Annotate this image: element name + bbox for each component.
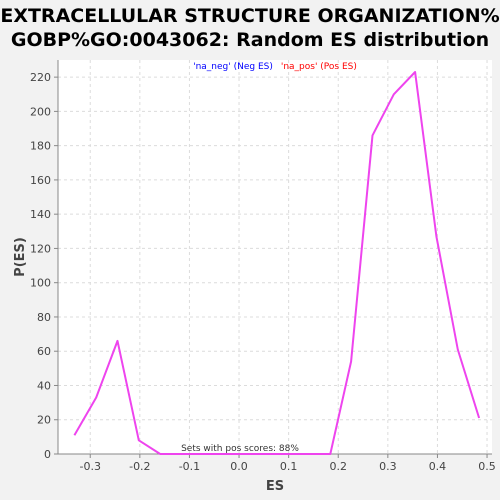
legend: 'na_neg' (Neg ES) 'na_pos' (Pos ES) bbox=[193, 62, 357, 72]
y-tick-label: 140 bbox=[30, 208, 51, 221]
legend-entry-neg: 'na_neg' (Neg ES) bbox=[193, 62, 273, 72]
legend-entry-pos: 'na_pos' (Pos ES) bbox=[281, 62, 357, 72]
x-tick-label: 0.1 bbox=[280, 460, 298, 473]
y-tick-label: 0 bbox=[44, 448, 51, 461]
chart-title-line-2: GOBP%GO:0043062: Random ES distribution bbox=[11, 29, 489, 51]
grid-layer bbox=[58, 60, 492, 455]
series-layer bbox=[73, 71, 481, 455]
x-tick-label: 0.4 bbox=[429, 460, 447, 473]
x-axis-label: ES bbox=[266, 479, 284, 494]
y-tick-label: 160 bbox=[30, 174, 51, 187]
x-tick-label: -0.1 bbox=[179, 460, 200, 473]
pos-scores-annotation: Sets with pos scores: 88% bbox=[181, 444, 299, 454]
x-tick-label: 0.0 bbox=[230, 460, 248, 473]
x-tick-label: 0.5 bbox=[478, 460, 496, 473]
y-tick-label: 180 bbox=[30, 140, 51, 153]
plot-area bbox=[58, 60, 492, 454]
y-tick-label: 200 bbox=[30, 105, 51, 118]
y-tick-label: 60 bbox=[37, 345, 51, 358]
y-axis-label: P(ES) bbox=[13, 237, 28, 277]
y-tick-label: 100 bbox=[30, 277, 51, 290]
y-tick-label: 80 bbox=[37, 311, 51, 324]
x-tick-label: 0.2 bbox=[329, 460, 347, 473]
x-tick-label: -0.3 bbox=[80, 460, 101, 473]
y-tick-label: 220 bbox=[30, 71, 51, 84]
y-tick-label: 40 bbox=[37, 379, 51, 392]
chart-title-line-1: EXTRACELLULAR STRUCTURE ORGANIZATION% bbox=[0, 5, 499, 27]
series-line-0 bbox=[73, 71, 481, 455]
x-tick-label: 0.3 bbox=[379, 460, 397, 473]
y-tick-label: 120 bbox=[30, 242, 51, 255]
x-tick-label: -0.2 bbox=[129, 460, 150, 473]
y-tick-label: 20 bbox=[37, 414, 51, 427]
